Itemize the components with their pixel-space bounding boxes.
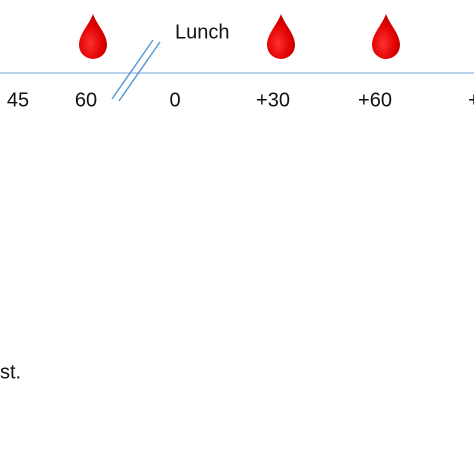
blood-drop [267,14,295,59]
tick-labels: 45 60 0 +30 +60 + [7,89,474,111]
tick-label: +60 [358,89,392,111]
tick-label: 0 [169,89,180,111]
event-label: Lunch [175,21,230,43]
axis-break [118,41,161,102]
blood-drop [79,14,107,59]
tick-label: 60 [75,89,97,111]
tick-label: +30 [256,89,290,111]
footnote: st. [0,361,21,383]
blood-drop [372,14,400,59]
tick-label: + [468,89,474,111]
axis-break [111,39,154,100]
tick-label: 45 [7,89,29,111]
